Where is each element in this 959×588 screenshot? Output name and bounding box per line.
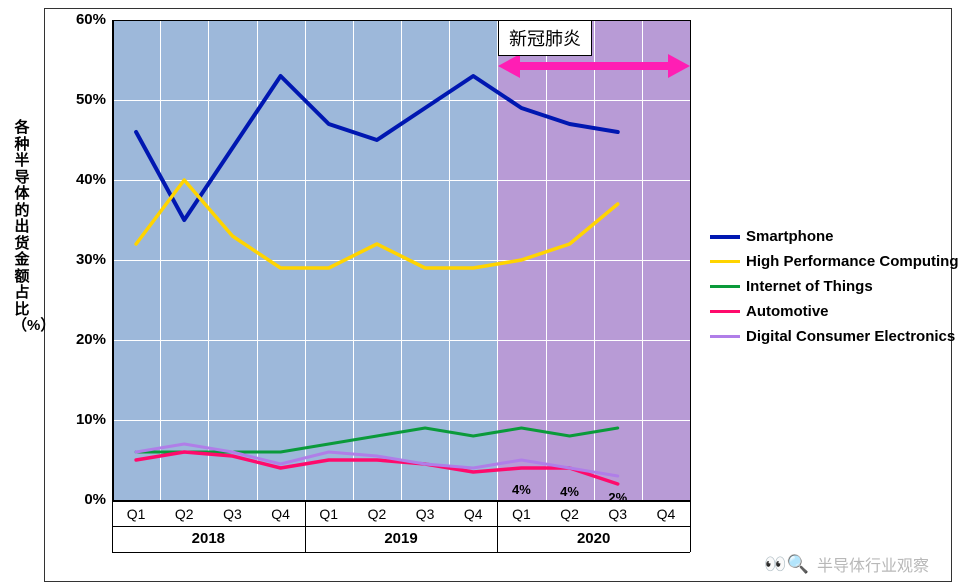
gridline-v <box>642 20 643 500</box>
watermark-icon: 👀🔍 <box>764 554 809 575</box>
y-tick-label: 20% <box>62 331 106 348</box>
gridline-v <box>401 20 402 500</box>
chart-legend: Smartphone High Performance Computing Inte… <box>710 228 959 353</box>
plot-right-border <box>690 20 691 500</box>
legend-item: High Performance Computing <box>710 253 959 270</box>
x-tick-quarter: Q4 <box>271 506 290 522</box>
legend-label: Automotive <box>746 303 829 320</box>
y-tick-label: 60% <box>62 11 106 28</box>
legend-swatch <box>710 335 740 338</box>
x-tick-year: 2018 <box>192 530 225 547</box>
x-tick-quarter: Q1 <box>512 506 531 522</box>
gridline-v <box>208 20 209 500</box>
legend-swatch <box>710 235 740 239</box>
y-tick-label: 0% <box>62 491 106 508</box>
data-point-label: 4% <box>560 484 579 499</box>
x-tick-year: 2019 <box>384 530 417 547</box>
gridline-v <box>449 20 450 500</box>
y-tick-label: 10% <box>62 411 106 428</box>
data-point-label: 4% <box>512 482 531 497</box>
legend-swatch <box>710 310 740 314</box>
watermark: 👀🔍 半导体行业观察 <box>764 552 929 576</box>
gridline-v <box>353 20 354 500</box>
legend-label: High Performance Computing <box>746 253 959 270</box>
legend-swatch <box>710 285 740 288</box>
x-year-bottom-line <box>112 552 690 553</box>
x-tick-quarter: Q1 <box>319 506 338 522</box>
y-tick-label: 40% <box>62 171 106 188</box>
data-point-label: 2% <box>608 490 627 505</box>
x-subaxis-line <box>112 526 690 527</box>
legend-item: Automotive <box>710 303 959 320</box>
gridline-v <box>546 20 547 500</box>
gridline-v <box>257 20 258 500</box>
legend-item: Smartphone <box>710 228 959 245</box>
x-tick-quarter: Q3 <box>223 506 242 522</box>
x-tick-quarter: Q2 <box>560 506 579 522</box>
legend-label: Internet of Things <box>746 278 873 295</box>
y-axis-title: 各种半导体的出货金额占比（%） <box>12 120 32 335</box>
x-axis-line <box>112 500 690 502</box>
gridline-v <box>305 20 306 500</box>
year-group-separator <box>690 500 691 552</box>
x-tick-quarter: Q1 <box>127 506 146 522</box>
legend-item: Digital Consumer Electronics <box>710 328 959 345</box>
y-tick-label: 30% <box>62 251 106 268</box>
gridline-v <box>160 20 161 500</box>
x-tick-quarter: Q4 <box>657 506 676 522</box>
legend-label: Digital Consumer Electronics <box>746 328 955 345</box>
y-tick-label: 50% <box>62 91 106 108</box>
legend-label: Smartphone <box>746 228 834 245</box>
covid-annotation-box: 新冠肺炎 <box>498 20 592 56</box>
x-tick-quarter: Q2 <box>175 506 194 522</box>
x-tick-year: 2020 <box>577 530 610 547</box>
legend-item: Internet of Things <box>710 278 959 295</box>
x-tick-quarter: Q4 <box>464 506 483 522</box>
watermark-text: 半导体行业观察 <box>817 552 929 576</box>
y-axis-line <box>112 20 114 500</box>
gridline-v <box>497 20 498 500</box>
x-tick-quarter: Q3 <box>608 506 627 522</box>
x-tick-quarter: Q3 <box>416 506 435 522</box>
plot-top-border <box>112 20 690 21</box>
gridline-v <box>594 20 595 500</box>
x-tick-quarter: Q2 <box>368 506 387 522</box>
legend-swatch <box>710 260 740 264</box>
